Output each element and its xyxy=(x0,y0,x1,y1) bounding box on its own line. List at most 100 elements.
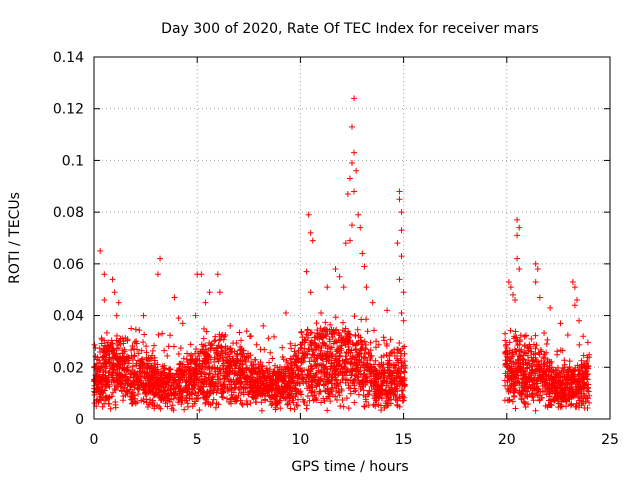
data-point xyxy=(273,396,280,403)
data-point xyxy=(290,393,297,400)
data-point xyxy=(216,366,223,373)
data-point xyxy=(303,331,310,338)
data-point xyxy=(378,382,385,389)
data-point xyxy=(108,337,115,344)
data-point xyxy=(254,387,261,394)
data-point xyxy=(274,364,281,371)
data-point xyxy=(258,368,265,375)
data-point xyxy=(122,335,129,342)
data-point xyxy=(512,365,519,372)
data-point xyxy=(384,307,391,314)
data-point xyxy=(524,379,531,386)
data-point xyxy=(287,385,294,392)
data-point xyxy=(227,322,234,329)
y-tick-label: 0.06 xyxy=(53,257,84,273)
data-point xyxy=(154,375,161,382)
data-point xyxy=(210,389,217,396)
data-point xyxy=(324,407,331,414)
data-point xyxy=(509,398,516,405)
data-point xyxy=(243,328,250,335)
data-point xyxy=(115,299,122,306)
data-point xyxy=(574,362,581,369)
data-point xyxy=(152,390,159,397)
data-point xyxy=(328,331,335,338)
data-point xyxy=(106,400,113,407)
x-tick-label: 15 xyxy=(395,432,413,448)
data-point xyxy=(345,340,352,347)
data-point xyxy=(247,332,254,339)
data-point xyxy=(196,357,203,364)
data-point xyxy=(544,336,551,343)
data-point xyxy=(316,381,323,388)
data-point xyxy=(371,392,378,399)
data-point xyxy=(269,355,276,362)
data-point xyxy=(322,319,329,326)
data-point xyxy=(367,339,374,346)
data-point xyxy=(212,371,219,378)
data-point xyxy=(143,343,150,350)
data-point xyxy=(111,385,118,392)
data-point xyxy=(584,354,591,361)
data-point xyxy=(267,349,274,356)
data-point xyxy=(112,401,119,408)
data-point xyxy=(511,393,518,400)
data-point xyxy=(532,278,539,285)
data-point xyxy=(119,365,126,372)
data-point xyxy=(113,312,120,319)
data-point xyxy=(138,347,145,354)
data-point xyxy=(151,342,158,349)
data-point xyxy=(518,379,525,386)
data-point xyxy=(128,325,135,332)
data-point xyxy=(115,362,122,369)
data-point xyxy=(585,363,592,370)
data-point xyxy=(218,343,225,350)
data-point xyxy=(337,369,344,376)
data-point xyxy=(94,360,101,367)
data-point xyxy=(205,352,212,359)
data-point xyxy=(351,95,358,102)
data-point xyxy=(330,367,337,374)
data-point xyxy=(165,343,172,350)
data-point xyxy=(375,401,382,408)
data-point xyxy=(557,382,564,389)
data-point xyxy=(387,336,394,343)
data-point xyxy=(566,358,573,365)
data-point xyxy=(352,387,359,394)
data-point xyxy=(197,370,204,377)
data-point xyxy=(324,284,331,291)
data-point xyxy=(387,390,394,397)
data-point xyxy=(115,383,122,390)
data-point xyxy=(286,371,293,378)
data-point xyxy=(323,395,330,402)
data-point xyxy=(528,362,535,369)
data-point xyxy=(208,376,215,383)
data-point xyxy=(277,405,284,412)
data-point xyxy=(568,394,575,401)
data-point xyxy=(220,336,227,343)
data-point xyxy=(203,328,210,335)
data-point xyxy=(184,350,191,357)
data-point xyxy=(179,320,186,327)
data-point xyxy=(394,240,401,247)
data-point xyxy=(553,366,560,373)
data-point xyxy=(226,398,233,405)
data-point xyxy=(124,357,131,364)
data-point xyxy=(251,369,258,376)
data-point xyxy=(188,374,195,381)
data-point xyxy=(157,255,164,262)
data-point xyxy=(305,366,312,373)
data-point xyxy=(266,359,273,366)
data-point xyxy=(356,359,363,366)
data-point xyxy=(200,343,207,350)
data-point xyxy=(371,327,378,334)
y-axis-label: ROTI / TECUs xyxy=(7,192,23,284)
data-point xyxy=(337,337,344,344)
data-point xyxy=(396,340,403,347)
data-point xyxy=(363,373,370,380)
data-point xyxy=(546,393,553,400)
data-point xyxy=(400,289,407,296)
data-point xyxy=(271,368,278,375)
data-point xyxy=(560,373,567,380)
data-point xyxy=(293,379,300,386)
data-point xyxy=(521,400,528,407)
